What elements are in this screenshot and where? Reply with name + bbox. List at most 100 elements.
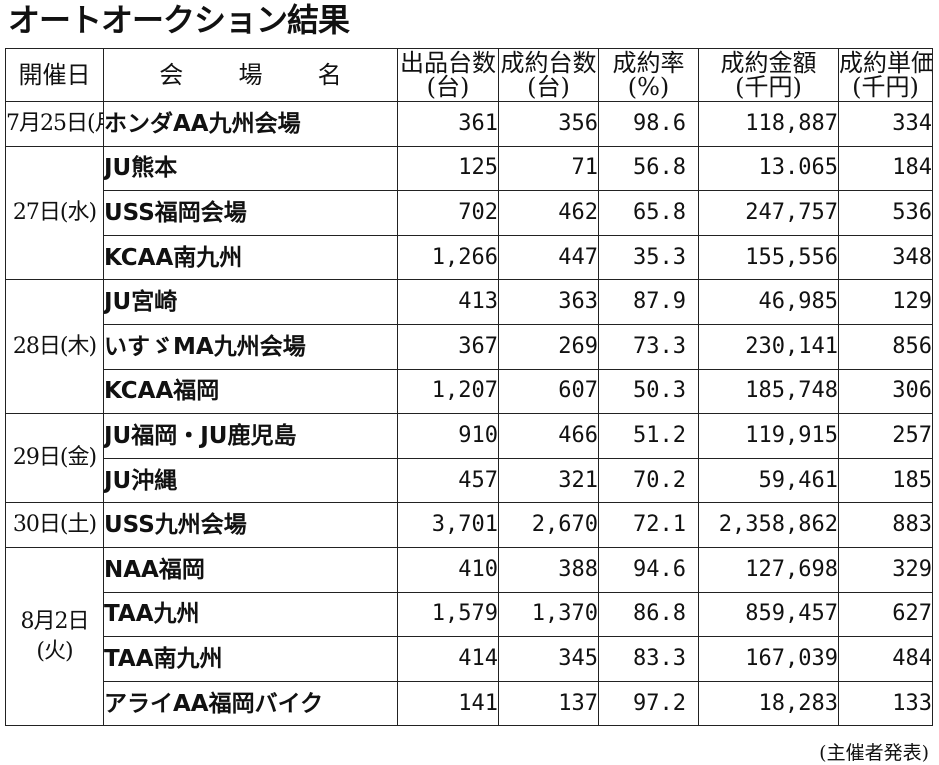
date-cell: 29日(金) xyxy=(5,413,104,504)
rate-cell: 70.2 xyxy=(598,457,699,504)
header-rate-unit: (%) xyxy=(627,73,670,101)
venue-cell: USS九州会場 xyxy=(103,502,398,548)
date-label: 28日(木) xyxy=(12,333,97,359)
unit-price-cell: 536 xyxy=(838,190,933,236)
header-rate-label: 成約率 xyxy=(612,49,685,77)
venue-cell: JU沖縄 xyxy=(103,457,398,504)
rate-cell: 97.2 xyxy=(598,680,699,727)
rate-cell: 87.9 xyxy=(598,279,699,325)
date-label: 7月25日(月) xyxy=(6,110,103,136)
amount-cell: 185,748 xyxy=(698,368,839,415)
date-label: 27日(水) xyxy=(12,199,97,225)
unit-price-cell: 883 xyxy=(838,502,933,548)
date-cell: 8月2日 (火) xyxy=(5,546,104,727)
amount-cell: 18,283 xyxy=(698,680,839,727)
sold-cell: 466 xyxy=(498,413,599,459)
venue-cell: アライAA福岡バイク xyxy=(103,680,398,727)
listed-cell: 3,701 xyxy=(397,502,499,548)
header-unit-price-label: 成約単価 xyxy=(839,49,933,77)
venue-cell: ホンダAA九州会場 xyxy=(103,101,398,147)
date-label: 29日(金) xyxy=(12,445,97,471)
listed-cell: 361 xyxy=(397,101,499,147)
table-row: 29日(金) JU福岡・JU鹿児島 910 466 51.2 119,915 257 xyxy=(5,413,933,504)
amount-cell: 59,461 xyxy=(698,457,839,504)
table-row: USS福岡会場 702 462 65.8 247,757 536 xyxy=(6,190,933,236)
header-unit-price: 成約単価 (千円) xyxy=(838,48,933,102)
table-row: JU沖縄 457 321 70.2 59,461 185 xyxy=(6,457,933,504)
table-row: 27日(水) JU熊本 125 71 56.8 13.065 184 xyxy=(5,145,933,281)
header-row: 開催日 会場名 出品台数 (台) 成約台数 (台) 成約率 (%) 成約金額 (千円) … xyxy=(5,48,933,102)
listed-cell: 1,579 xyxy=(397,591,499,638)
date-label: 8月2日 xyxy=(20,608,90,634)
sold-cell: 321 xyxy=(498,457,599,504)
date-cell: 30日(土) xyxy=(5,502,104,548)
header-listed: 出品台数 (台) xyxy=(397,48,499,102)
table-row: TAA南九州 414 345 83.3 167,039 484 xyxy=(6,636,933,682)
venue-cell: KCAA福岡 xyxy=(103,368,398,415)
sold-cell: 462 xyxy=(498,190,599,236)
unit-price-cell: 856 xyxy=(838,323,933,370)
header-unit-price-unit: (千円) xyxy=(852,73,919,101)
amount-cell: 118,887 xyxy=(698,101,839,147)
date-cell: 27日(水) xyxy=(5,145,104,281)
sold-cell: 388 xyxy=(498,546,599,593)
unit-price-cell: 334 xyxy=(838,101,933,147)
table-row: KCAA南九州 1,266 447 35.3 155,556 348 xyxy=(6,234,933,281)
listed-cell: 910 xyxy=(397,413,499,459)
amount-cell: 155,556 xyxy=(698,234,839,281)
rate-cell: 94.6 xyxy=(598,546,699,593)
rate-cell: 65.8 xyxy=(598,190,699,236)
header-amount-unit: (千円) xyxy=(735,73,802,101)
sold-cell: 71 xyxy=(498,145,599,192)
table-body: 7月25日(月)ホンダAA九州会場36135698.6118,88733427日… xyxy=(5,101,933,727)
header-venue-label: 会場名 xyxy=(159,61,397,89)
header-rate: 成約率 (%) xyxy=(598,48,699,102)
venue-cell: いすゞMA九州会場 xyxy=(103,323,398,370)
unit-price-cell: 129 xyxy=(838,279,933,325)
header-sold: 成約台数 (台) xyxy=(498,48,599,102)
rate-cell: 51.2 xyxy=(598,413,699,459)
table-row: 8月2日 (火) NAA福岡 410 388 94.6 127,698 329 xyxy=(5,546,933,727)
table-row: 28日(木) JU宮崎 413 363 87.9 46,985 129 xyxy=(5,279,933,415)
unit-price-cell: 133 xyxy=(838,680,933,727)
rate-cell: 98.6 xyxy=(598,101,699,147)
amount-cell: 13.065 xyxy=(698,145,839,192)
rate-cell: 86.8 xyxy=(598,591,699,638)
listed-cell: 1,207 xyxy=(397,368,499,415)
header-date: 開催日 xyxy=(5,48,104,102)
rate-cell: 83.3 xyxy=(598,636,699,682)
header-listed-label: 出品台数 xyxy=(400,49,496,77)
amount-cell: 247,757 xyxy=(698,190,839,236)
table-row: 30日(土) USS九州会場 3,701 2,670 72.1 2,358,862 883 xyxy=(5,502,933,548)
sold-cell: 356 xyxy=(498,101,599,147)
listed-cell: 413 xyxy=(397,279,499,325)
table-header: 開催日 会場名 出品台数 (台) 成約台数 (台) 成約率 (%) 成約金額 (千円) … xyxy=(5,48,933,102)
table-row: KCAA福岡 1,207 607 50.3 185,748 306 xyxy=(6,368,933,415)
listed-cell: 702 xyxy=(397,190,499,236)
date-label: 30日(土) xyxy=(12,512,97,538)
venue-cell: JU熊本 xyxy=(103,145,398,192)
date-cell: 28日(木) xyxy=(5,279,104,415)
header-sold-label: 成約台数 xyxy=(500,49,597,77)
date-cell: 7月25日(月) xyxy=(5,101,104,147)
unit-price-cell: 306 xyxy=(838,368,933,415)
table-row: TAA九州 1,579 1,370 86.8 859,457 627 xyxy=(6,591,933,638)
unit-price-cell: 484 xyxy=(838,636,933,682)
unit-price-cell: 257 xyxy=(838,413,933,459)
listed-cell: 125 xyxy=(397,145,499,192)
sold-cell: 447 xyxy=(498,234,599,281)
amount-cell: 859,457 xyxy=(698,591,839,638)
amount-cell: 127,698 xyxy=(698,546,839,593)
auction-results-table: 開催日 会場名 出品台数 (台) 成約台数 (台) 成約率 (%) 成約金額 (千円) … xyxy=(5,48,933,727)
venue-cell: JU福岡・JU鹿児島 xyxy=(103,413,398,459)
amount-cell: 230,141 xyxy=(698,323,839,370)
listed-cell: 367 xyxy=(397,323,499,370)
listed-cell: 457 xyxy=(397,457,499,504)
listed-cell: 141 xyxy=(397,680,499,727)
venue-cell: JU宮崎 xyxy=(103,279,398,325)
rate-cell: 72.1 xyxy=(598,502,699,548)
header-amount: 成約金額 (千円) xyxy=(698,48,839,102)
venue-cell: TAA南九州 xyxy=(103,636,398,682)
amount-cell: 167,039 xyxy=(698,636,839,682)
